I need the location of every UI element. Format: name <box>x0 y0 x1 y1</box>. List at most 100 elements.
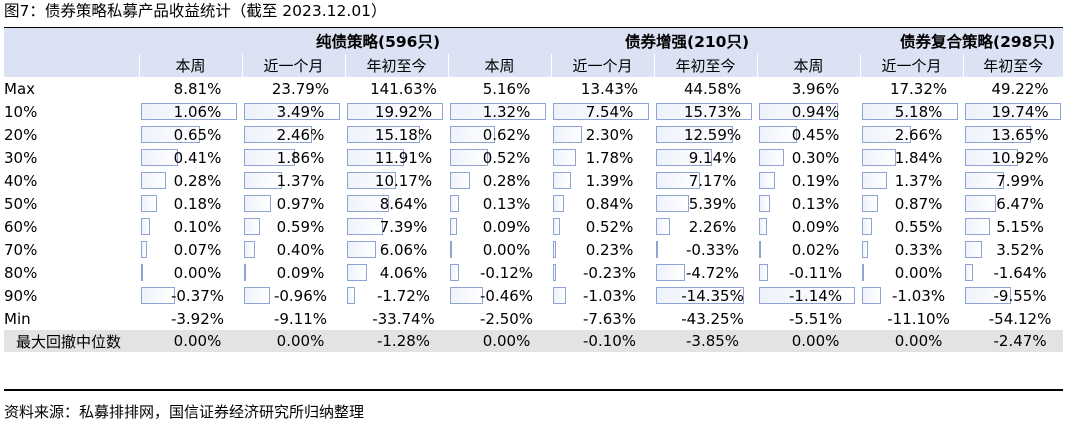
cell-value: 23.79% <box>271 79 330 98</box>
table-cell: 10.92% <box>963 146 1063 169</box>
table-cell: 7.99% <box>963 169 1063 192</box>
table-cell: 0.55% <box>860 215 963 238</box>
table-cell: 0.00% <box>448 238 551 261</box>
period-header: 年初至今 <box>962 54 1064 77</box>
table-cell: 0.09% <box>242 261 345 284</box>
table-cell: 5.39% <box>654 192 757 215</box>
data-bar <box>553 103 650 120</box>
cell-value: -1.28% <box>376 332 431 350</box>
data-bar <box>347 287 355 304</box>
table-cell: -33.74% <box>345 307 448 330</box>
table-cell: 0.02% <box>757 238 860 261</box>
data-bar <box>553 126 583 143</box>
table-cell: 2.46% <box>242 123 345 146</box>
data-bar <box>244 218 260 235</box>
table-cell: 0.52% <box>551 215 654 238</box>
table-cell: -14.35% <box>654 284 757 307</box>
table-row: 90% -0.37% -0.96% -1.72% -0.46% -1.03% -14.35%… <box>4 284 1063 307</box>
data-bar <box>450 287 484 304</box>
table-cell: 141.63% <box>345 77 448 100</box>
data-bar <box>656 103 753 120</box>
table-cell: 0.00% <box>757 330 861 352</box>
table-cell: -1.14% <box>757 284 860 307</box>
cell-value: 0.19% <box>791 171 840 190</box>
table-cell: 0.40% <box>242 238 345 261</box>
table-cell: 0.00% <box>242 330 345 352</box>
data-bar <box>759 241 762 258</box>
data-bar <box>656 241 659 258</box>
data-bar <box>656 172 701 189</box>
cell-value: 12.59% <box>683 125 742 144</box>
data-bar <box>244 126 312 143</box>
cell-value: 1.86% <box>276 148 325 167</box>
data-bar <box>347 149 404 166</box>
group-header-pure-bond: 纯债策略(596只) <box>139 28 449 54</box>
cell-value: 17.32% <box>889 79 948 98</box>
data-bar <box>553 264 557 281</box>
cell-value: 15.18% <box>374 125 433 144</box>
cell-value: 0.59% <box>276 217 325 236</box>
data-bar <box>244 172 282 189</box>
cell-value: 5.16% <box>482 79 531 98</box>
cell-value: -3.85% <box>686 332 740 350</box>
data-bar <box>759 218 768 235</box>
table-cell: 13.43% <box>551 77 654 100</box>
max-drawdown-row: 最大回撤中位数 0.00% 0.00% -1.28% 0.00% -0.10% -3.85%… <box>4 330 1064 352</box>
row-label: Min <box>4 309 31 328</box>
data-bar <box>553 287 567 304</box>
cell-value: 0.00% <box>791 332 840 350</box>
row-label: 40% <box>4 171 38 190</box>
data-bar <box>965 287 1012 304</box>
data-bar <box>965 103 1062 120</box>
table-cell: 1.84% <box>860 146 963 169</box>
cell-value: 8.81% <box>173 79 222 98</box>
data-bar <box>862 103 959 120</box>
table-row: 60% 0.10% 0.59% 7.39% 0.09% 0.52% 2.26% 0.09% 0.… <box>4 215 1063 238</box>
table-row: 70% 0.07% 0.40% 6.06% 0.00% 0.23% -0.33% 0.02% 0… <box>4 238 1063 261</box>
cell-value: 0.28% <box>482 171 531 190</box>
cell-value: 0.13% <box>482 194 531 213</box>
table-cell: -0.23% <box>551 261 654 284</box>
data-bar <box>244 103 340 120</box>
table-cell: 11.91% <box>345 146 448 169</box>
cell-value: -54.12% <box>988 309 1052 328</box>
data-bar <box>450 149 489 166</box>
table-cell: 0.00% <box>860 261 963 284</box>
table-cell: 23.79% <box>242 77 345 100</box>
cell-value: 6.47% <box>996 194 1044 213</box>
data-bar <box>141 241 147 258</box>
cell-value: 1.37% <box>276 171 325 190</box>
cell-value: 0.40% <box>276 240 325 259</box>
table-cell: 0.97% <box>242 192 345 215</box>
cell-value: 0.09% <box>791 217 840 236</box>
cell-value: 0.33% <box>894 240 943 259</box>
cell-value: 0.62% <box>482 125 531 144</box>
cell-value: 0.30% <box>791 148 840 167</box>
table-cell: 7.54% <box>551 100 654 123</box>
table-cell: 0.10% <box>139 215 242 238</box>
table-cell: 12.59% <box>654 123 757 146</box>
cell-value: -2.50% <box>479 309 534 328</box>
data-bar <box>965 264 974 281</box>
data-bar <box>141 287 175 304</box>
table-cell: 0.45% <box>757 123 860 146</box>
cell-value: 10.92% <box>991 148 1049 167</box>
cell-value: -0.37% <box>170 286 225 305</box>
cell-value: -11.10% <box>887 309 950 328</box>
data-bar <box>862 149 897 166</box>
table-cell: 8.81% <box>139 77 242 100</box>
data-bar <box>759 126 798 143</box>
cell-value: 3.96% <box>791 79 840 98</box>
data-bar <box>347 126 420 143</box>
table-cell: -0.96% <box>242 284 345 307</box>
table-cell: -54.12% <box>963 307 1063 330</box>
cell-value: -7.63% <box>582 309 637 328</box>
table-row: 10% 1.06% 3.49% 19.92% 1.32% 7.54% 15.73% 0.94%… <box>4 100 1063 123</box>
cell-value: 141.63% <box>370 79 437 98</box>
cell-value: 0.00% <box>482 240 531 259</box>
cell-value: 5.15% <box>996 217 1044 236</box>
table-cell: 2.30% <box>551 123 654 146</box>
data-bar <box>141 264 143 281</box>
cell-value: 44.58% <box>683 79 742 98</box>
data-bar <box>141 126 200 143</box>
